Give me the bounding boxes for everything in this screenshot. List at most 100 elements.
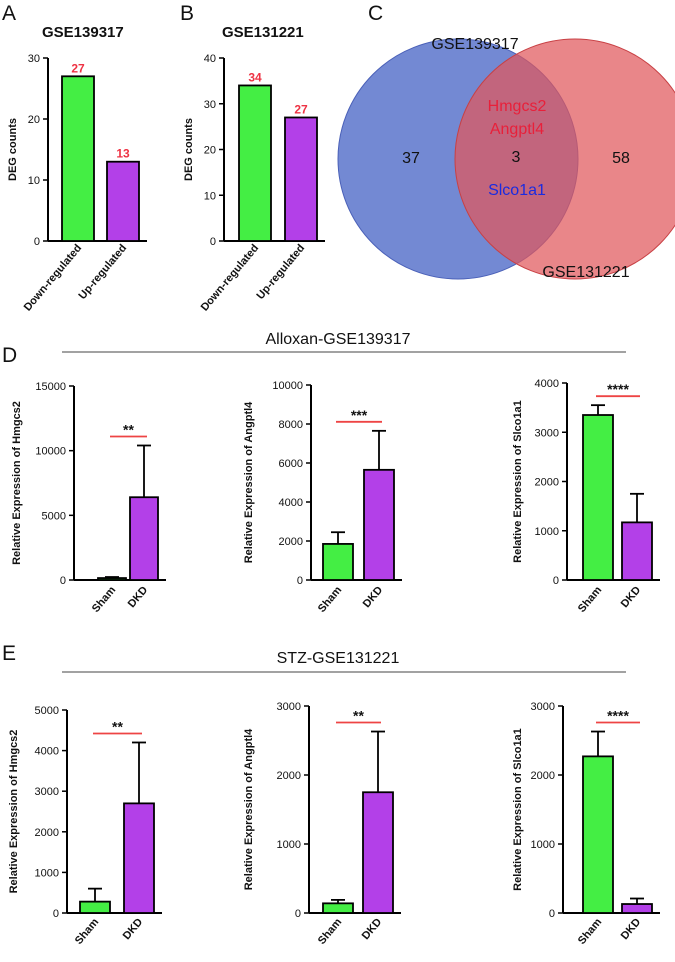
chart-b-title: GSE131221 [222,24,304,41]
bar-down-regulated [61,75,95,242]
y-tick-label: 0 [60,575,66,587]
y-tick-label: 10 [204,190,216,202]
y-tick-label: 30 [28,53,40,65]
y-tick-label: 15000 [35,381,66,393]
chart-a-deg-counts: 0 10 20 30 DEG counts 27 Down-regulated 13 Up-re… [7,53,147,314]
venn-label-gse131221: GSE131221 [542,264,629,281]
y-tick-label: 2000 [535,477,559,489]
bar-dkd [362,791,394,914]
bar-sham [322,902,354,914]
venn-count-left-only: 37 [402,150,420,167]
x-category-label: Sham [73,916,102,947]
x-category-label: DKD [619,916,644,942]
y-tick-label: 0 [297,575,303,587]
panel-letter-a: A [2,2,16,25]
y-tick-label: 5000 [35,705,59,717]
panel-letter-d: D [2,344,17,367]
significance-stars: **** [607,708,629,724]
x-category-label: Up-regulated [254,242,307,302]
y-tick-label: 40 [204,53,216,65]
bar-dkd [123,802,155,914]
y-tick-label: 10000 [272,380,303,392]
y-axis-title: Relative Expression of Angptl4 [243,728,255,890]
y-axis-title: Relative Expression of Hmgcs2 [11,401,23,565]
y-tick-label: 3000 [277,701,301,713]
y-tick-label: 2000 [279,536,303,548]
y-axis-title: Relative Expression of Hmgcs2 [8,730,20,894]
x-category-label: Sham [576,916,605,947]
bar-value-label: 27 [71,61,85,75]
bar-sham [79,900,111,914]
venn-count-intersection: 3 [512,149,521,166]
bar-sham [582,755,614,914]
chart-e-angptl4: 0 1000 2000 3000 Relative Expression of Angp… [243,701,401,947]
chart-d-angptl4: 0 2000 4000 6000 8000 10000 Relative Expressio… [243,380,402,615]
venn-label-gse139317: GSE139317 [431,36,518,53]
bar-dkd [621,903,653,914]
significance-stars: *** [351,407,368,423]
y-tick-label: 30 [204,99,216,111]
significance-stars: ** [112,718,123,734]
bar-down-regulated [238,84,272,242]
panel-letter-b: B [180,2,194,25]
significance-stars: ** [123,421,134,437]
y-tick-label: 0 [210,236,216,248]
y-tick-label: 8000 [279,419,303,431]
section-e-title: STZ-GSE131221 [277,650,400,667]
y-tick-label: 10 [28,175,40,187]
panel-letter-c: C [368,2,383,25]
bar-value-label: 27 [294,102,308,116]
x-category-label: Down-regulated [22,242,85,313]
venn-gene-slco1a1: Slco1a1 [488,182,546,199]
bar-sham [582,414,614,581]
y-axis-title: Relative Expression of Angptl4 [243,401,255,563]
bar-sham [97,577,127,581]
x-category-label: Sham [316,584,345,615]
bar-up-regulated [284,116,318,242]
x-category-label: Sham [90,584,119,615]
bar-dkd [363,468,395,581]
y-tick-label: 1000 [277,839,301,851]
y-tick-label: 3000 [35,786,59,798]
venn-diagram: GSE139317 GSE131221 37 3 58 Hmgcs2 Angpt… [337,36,675,281]
y-axis-title: DEG counts [7,118,19,181]
bar-value-label: 13 [116,147,130,161]
y-tick-label: 20 [204,145,216,157]
y-tick-label: 20 [28,114,40,126]
chart-b-deg-counts: 0 10 20 30 40 DEG counts 34 Down-regulated 27 Up-… [183,53,325,314]
y-tick-label: 0 [295,908,301,920]
section-d-title: Alloxan-GSE139317 [266,331,411,348]
y-tick-label: 10000 [35,446,66,458]
chart-e-hmgcs2: 0 1000 2000 3000 4000 5000 Relative Expression… [8,705,162,947]
y-tick-label: 4000 [35,746,59,758]
y-tick-label: 2000 [35,827,59,839]
x-category-label: Down-regulated [199,242,262,313]
x-category-label: DKD [360,916,385,942]
x-category-label: DKD [361,584,386,610]
x-category-label: Sham [316,916,345,947]
y-tick-label: 2000 [531,770,555,782]
y-tick-label: 1000 [35,867,59,879]
venn-circle-gse131221 [454,38,675,280]
significance-stars: **** [607,381,629,397]
chart-e-slco1a1: 0 1000 2000 3000 Relative Expression of Slco… [512,701,660,947]
y-tick-label: 0 [553,575,559,587]
bar-value-label: 34 [248,70,262,84]
y-tick-label: 2000 [277,770,301,782]
y-tick-label: 4000 [535,378,559,390]
x-category-label: Up-regulated [76,242,129,302]
chart-d-slco1a1: 0 1000 2000 3000 4000 Relative Expression of … [512,378,660,615]
y-tick-label: 0 [34,236,40,248]
y-tick-label: 6000 [279,458,303,470]
y-tick-label: 5000 [42,510,66,522]
y-tick-label: 3000 [531,701,555,713]
chart-a-title: GSE139317 [42,24,124,41]
bar-dkd [129,496,159,581]
panel-letter-e: E [2,642,16,665]
venn-count-right-only: 58 [612,150,630,167]
y-tick-label: 4000 [279,497,303,509]
bar-up-regulated [106,160,140,242]
y-tick-label: 3000 [535,427,559,439]
